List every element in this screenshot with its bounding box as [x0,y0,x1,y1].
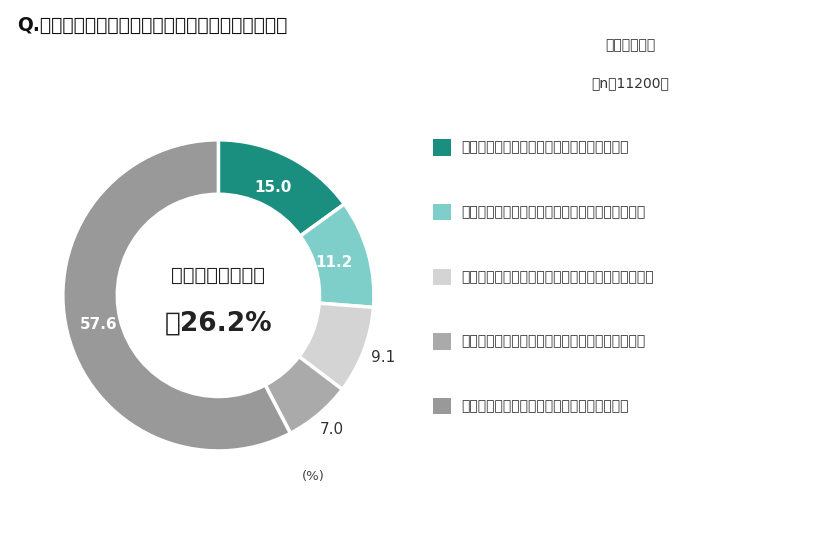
Wedge shape [300,204,374,307]
Text: 7.0: 7.0 [320,422,344,437]
Text: ヘルメットは持っているが、あまり着用していない: ヘルメットは持っているが、あまり着用していない [461,270,654,284]
Wedge shape [63,140,291,451]
Text: ヘルメットを持っておらず、着用していない: ヘルメットを持っておらず、着用していない [461,399,628,413]
Wedge shape [299,303,374,389]
Text: ヘルメットを持っていて、常に着用している: ヘルメットを持っていて、常に着用している [461,141,628,155]
Text: 15.0: 15.0 [255,181,291,195]
Text: ヘルメットを持っていて、おおむね着用している: ヘルメットを持っていて、おおむね着用している [461,205,645,219]
Text: 11.2: 11.2 [316,255,353,270]
Text: 9.1: 9.1 [370,350,395,365]
Text: 訡26.2%: 訡26.2% [165,310,272,336]
Text: Q.自転車乗用中、ヘルメットを着用していますか？: Q.自転車乗用中、ヘルメットを着用していますか？ [17,16,287,36]
Wedge shape [218,140,344,236]
Text: (%): (%) [302,470,325,483]
Text: ヘルメット着用率: ヘルメット着用率 [171,266,265,284]
Text: 57.6: 57.6 [80,317,117,331]
Text: （n＝11200）: （n＝11200） [591,77,669,91]
Text: ヘルメットは持っているが、全く着用していない: ヘルメットは持っているが、全く着用していない [461,334,645,348]
Wedge shape [265,357,342,433]
Text: 自転車利用者: 自転車利用者 [605,38,655,53]
